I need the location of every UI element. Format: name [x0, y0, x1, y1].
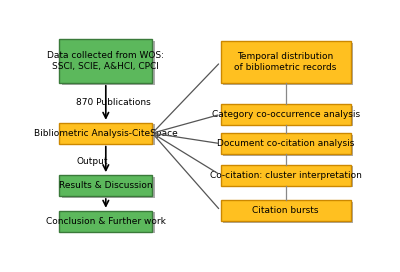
FancyBboxPatch shape: [62, 177, 155, 198]
FancyBboxPatch shape: [223, 202, 353, 223]
Text: Document co-citation analysis: Document co-citation analysis: [217, 139, 354, 148]
Text: Output: Output: [76, 157, 108, 166]
Text: 870 Publications: 870 Publications: [76, 98, 151, 107]
FancyBboxPatch shape: [62, 41, 155, 85]
FancyBboxPatch shape: [220, 41, 351, 83]
FancyBboxPatch shape: [62, 212, 155, 233]
FancyBboxPatch shape: [59, 175, 152, 196]
Text: Temporal distribution
of bibliometric records: Temporal distribution of bibliometric re…: [234, 52, 337, 72]
FancyBboxPatch shape: [59, 39, 152, 83]
FancyBboxPatch shape: [223, 166, 353, 187]
Text: Conclusion & Further work: Conclusion & Further work: [46, 217, 166, 226]
FancyBboxPatch shape: [220, 165, 351, 186]
Text: Citation bursts: Citation bursts: [252, 206, 319, 215]
Text: Co-citation: cluster interpretation: Co-citation: cluster interpretation: [210, 171, 362, 180]
FancyBboxPatch shape: [59, 123, 152, 144]
Text: Bibliometric Analysis-CiteSpace: Bibliometric Analysis-CiteSpace: [34, 129, 178, 138]
Text: Data collected from WOS:
SSCI, SCIE, A&HCI, CPCI: Data collected from WOS: SSCI, SCIE, A&H…: [47, 51, 164, 71]
FancyBboxPatch shape: [62, 124, 155, 145]
FancyBboxPatch shape: [220, 133, 351, 154]
FancyBboxPatch shape: [223, 106, 353, 126]
FancyBboxPatch shape: [59, 211, 152, 232]
FancyBboxPatch shape: [220, 104, 351, 125]
FancyBboxPatch shape: [223, 135, 353, 156]
Text: Results & Discussion: Results & Discussion: [59, 181, 153, 190]
FancyBboxPatch shape: [223, 43, 353, 85]
Text: Category co-occurrence analysis: Category co-occurrence analysis: [212, 110, 360, 119]
FancyBboxPatch shape: [220, 200, 351, 221]
